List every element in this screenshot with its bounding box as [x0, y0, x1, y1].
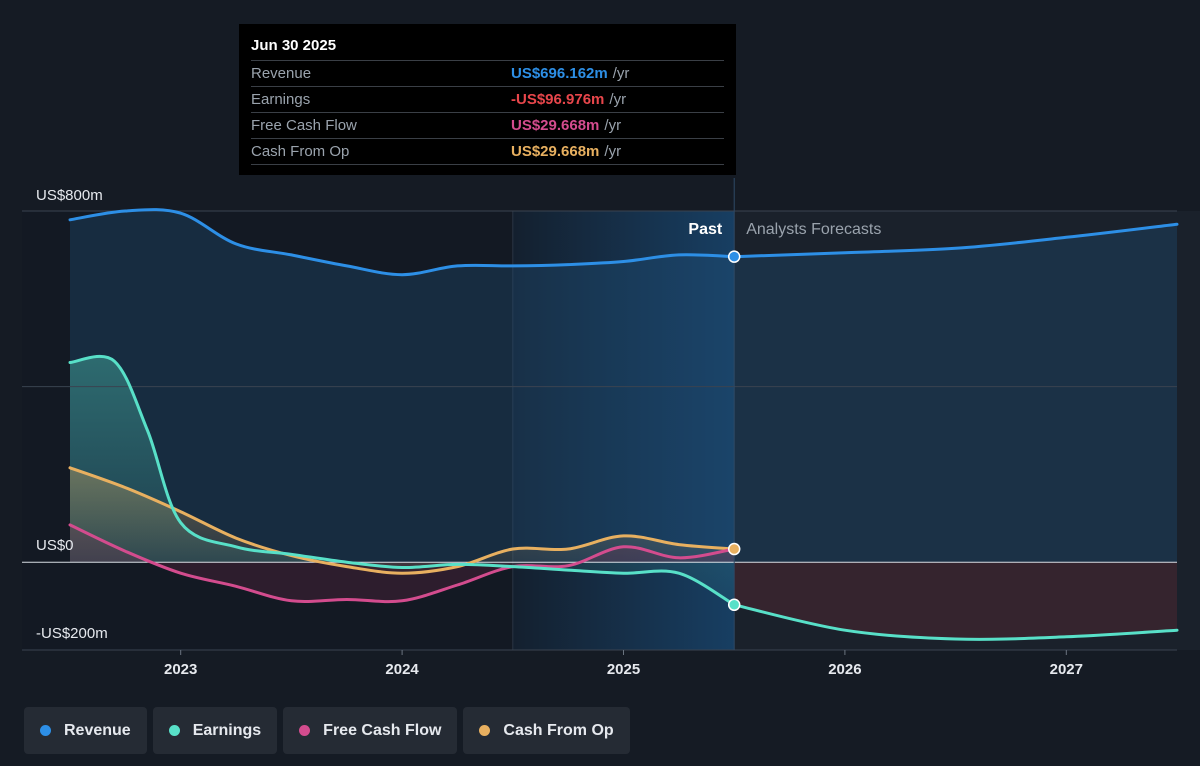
line-free-cash-flow	[68, 523, 736, 604]
x-tick-label: 2025	[607, 661, 640, 678]
legend-item-revenue[interactable]: Revenue	[24, 707, 147, 754]
legend-item-cash-from-op[interactable]: Cash From Op	[463, 707, 630, 754]
x-tick-label: 2027	[1050, 661, 1083, 678]
chart-canvas: US$800m US$0 -US$200m 2023 2024 2025 2026 2027 P…	[22, 178, 1200, 678]
y-tick-label: -US$200m	[36, 625, 108, 642]
tooltip-panel: Jun 30 2025 Revenue US$696.162m/yr Earni…	[239, 24, 736, 175]
tooltip-value-text: US$29.668m	[511, 143, 600, 160]
tooltip-unit: /yr	[609, 91, 627, 108]
tooltip-label: Earnings	[251, 91, 311, 108]
forecast-line-revenue	[732, 222, 1179, 259]
tooltip-value-text: US$696.162m	[511, 65, 608, 82]
tooltip-row-cash-from-op: Cash From Op US$29.668m/yr	[251, 138, 724, 165]
tooltip-value-text: US$29.668m	[511, 117, 600, 134]
marker-cash-from-op	[727, 542, 741, 556]
marker-earnings	[727, 598, 741, 612]
revenue-area	[70, 209, 1177, 563]
tooltip-value-text: -US$96.976m	[511, 91, 605, 108]
tooltip-value: -US$96.976m/yr	[511, 87, 626, 112]
legend-dot-icon	[299, 725, 311, 736]
tooltip-label: Cash From Op	[251, 143, 350, 160]
tooltip-value: US$29.668m/yr	[511, 113, 621, 138]
forecast-label: Analysts Forecasts	[746, 221, 881, 238]
legend-label: Cash From Op	[503, 721, 614, 739]
legend-dot-icon	[40, 725, 51, 736]
y-tick-label: US$800m	[36, 187, 103, 204]
tooltip-unit: /yr	[612, 65, 630, 82]
x-tick-label: 2026	[828, 661, 861, 678]
tooltip-unit: /yr	[604, 117, 622, 134]
legend-dot-icon	[479, 725, 491, 736]
legend-item-free-cash-flow[interactable]: Free Cash Flow	[283, 707, 458, 754]
free-cash-flow-area	[70, 524, 735, 602]
legend-dot-icon	[168, 725, 180, 736]
legend-label: Revenue	[64, 721, 131, 739]
past-label: Past	[688, 221, 722, 238]
tooltip-value: US$696.162m/yr	[511, 61, 629, 86]
forecast-line-earnings	[732, 603, 1179, 641]
x-tick-label: 2024	[385, 661, 419, 678]
legend-item-earnings[interactable]: Earnings	[152, 707, 278, 754]
line-revenue	[68, 208, 736, 277]
y-tick-label: US$0	[36, 537, 74, 554]
earnings-forecast-area	[734, 562, 1177, 640]
tooltip-unit: /yr	[604, 143, 622, 160]
legend-label: Free Cash Flow	[323, 721, 442, 739]
forecast-background	[734, 211, 1200, 650]
legend-label: Earnings	[192, 721, 262, 739]
tooltip-label: Free Cash Flow	[251, 117, 357, 134]
tooltip-row-earnings: Earnings -US$96.976m/yr	[251, 86, 724, 112]
x-tick-label: 2023	[164, 661, 197, 678]
line-earnings	[68, 354, 736, 607]
tooltip-date: Jun 30 2025	[251, 37, 337, 54]
tooltip-label: Revenue	[251, 65, 312, 82]
tooltip-value: US$29.668m/yr	[511, 139, 621, 164]
tooltip-row-revenue: Revenue US$696.162m/yr	[251, 60, 724, 86]
chart-legend: Revenue Earnings Free Cash Flow Cash Fro…	[24, 707, 630, 754]
marker-revenue	[727, 250, 741, 263]
line-cash-from-op	[68, 466, 736, 575]
tooltip-row-free-cash-flow: Free Cash Flow US$29.668m/yr	[251, 112, 724, 138]
